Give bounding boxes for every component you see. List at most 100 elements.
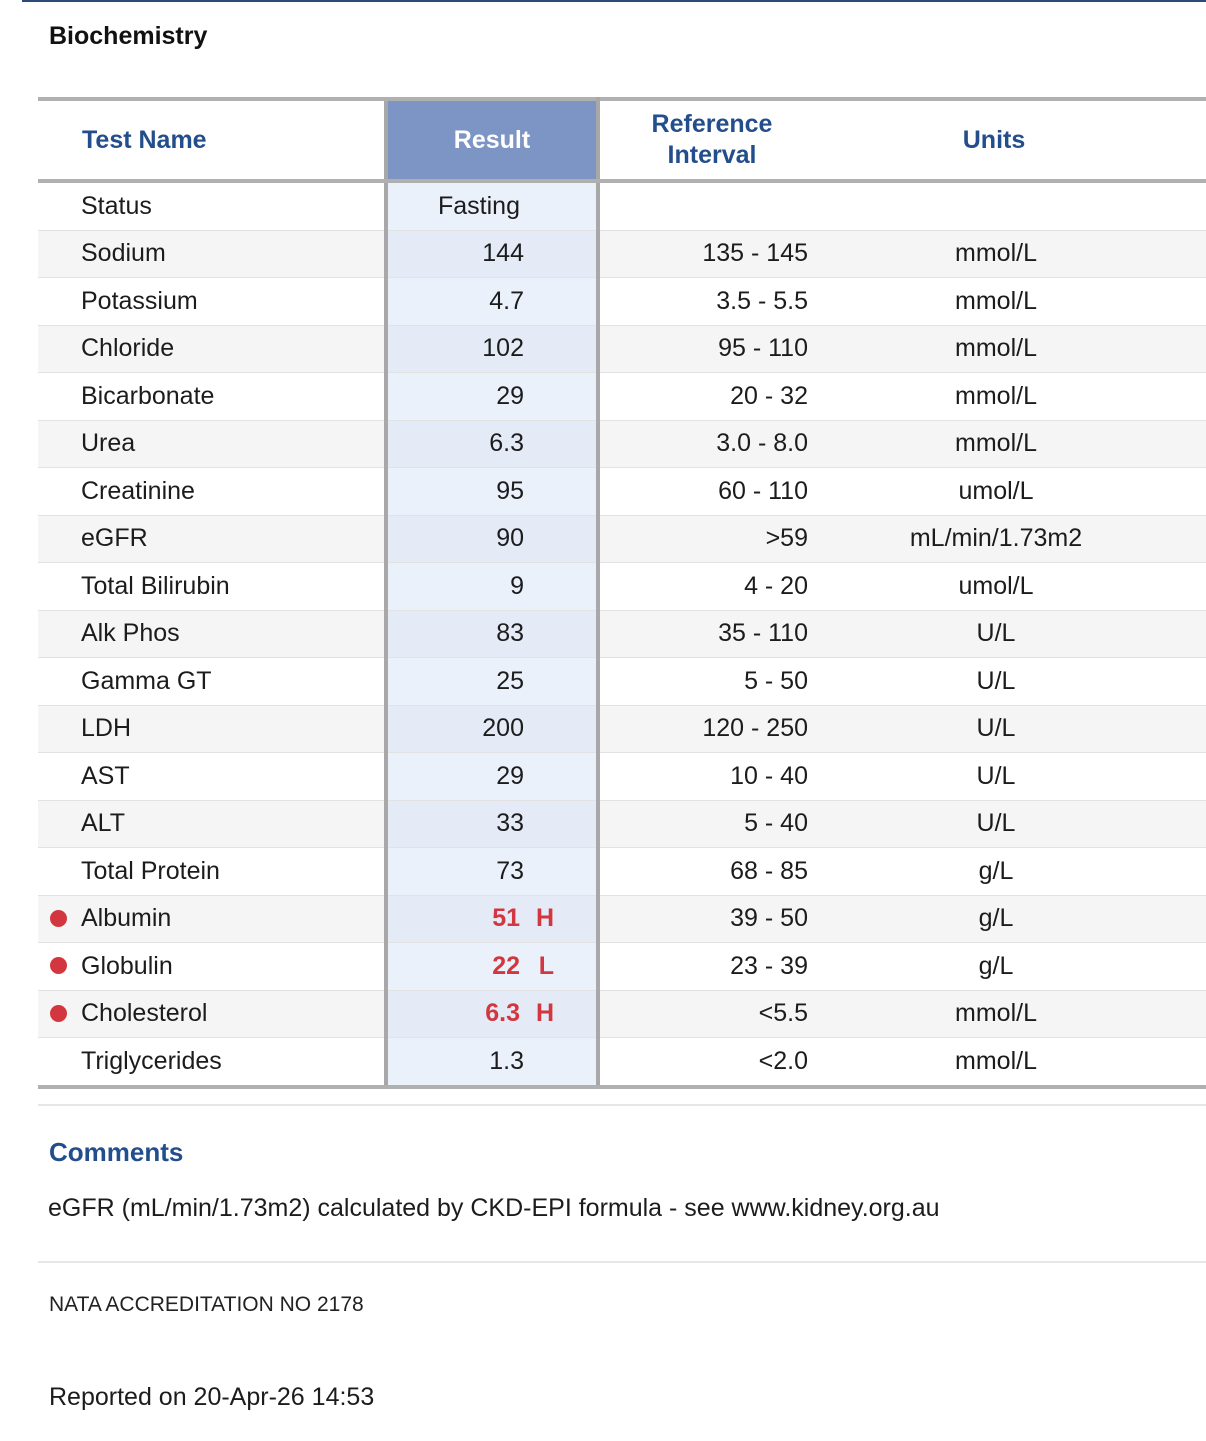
test-name-cell: ALT: [38, 800, 386, 848]
result-value: 6.3: [489, 429, 524, 458]
red-dot-icon: [50, 957, 67, 975]
test-name: Sodium: [81, 239, 166, 268]
units-cell: U/L: [850, 610, 1206, 658]
table-row: Globulin 22 L 23 - 39 g/L: [38, 942, 1206, 991]
reference-interval-cell: 4 - 20: [598, 562, 850, 611]
result-cell: Fasting: [384, 181, 600, 231]
result-value: 73: [496, 856, 524, 885]
table-row: Potassium 4.7 3.5 - 5.5 mmol/L: [38, 277, 1206, 326]
table-row: LDH 200 120 - 250 U/L: [38, 705, 1206, 753]
table-header-row: Test Name Result Reference Interval Unit…: [38, 97, 1206, 183]
test-name: Albumin: [81, 904, 172, 933]
result-cell: 83: [384, 610, 600, 658]
test-name-cell: Gamma GT: [38, 657, 386, 706]
units-cell: g/L: [850, 847, 1206, 896]
table-row: Status Fasting: [38, 181, 1206, 231]
units-cell: U/L: [850, 800, 1206, 848]
test-name: Chloride: [81, 334, 175, 363]
reference-interval-cell: 23 - 39: [598, 942, 850, 991]
table-row: Albumin 51 H 39 - 50 g/L: [38, 895, 1206, 943]
reference-interval-cell: <2.0: [598, 1037, 850, 1089]
result-cell: 1.3: [384, 1037, 600, 1089]
units-cell: [850, 181, 1206, 231]
units-cell: U/L: [850, 705, 1206, 753]
section-title: Biochemistry: [49, 22, 208, 50]
units-cell: mmol/L: [850, 230, 1206, 278]
result-cell: 73: [384, 847, 600, 896]
test-name-cell: Albumin: [38, 895, 386, 943]
reference-interval-cell: 20 - 32: [598, 372, 850, 421]
test-name: eGFR: [81, 524, 148, 553]
result-value: 102: [482, 334, 524, 363]
result-value: 51: [492, 904, 520, 933]
result-cell: 6.3: [384, 420, 600, 468]
units-cell: U/L: [850, 752, 1206, 801]
test-name-cell: Bicarbonate: [38, 372, 386, 421]
units-cell: mmol/L: [850, 1037, 1206, 1089]
test-name-cell: Status: [38, 181, 386, 231]
reference-interval-cell: <5.5: [598, 990, 850, 1038]
reference-interval-cell: 120 - 250: [598, 705, 850, 753]
test-name-cell: Sodium: [38, 230, 386, 278]
result-cell: 29: [384, 372, 600, 421]
result-value: 29: [496, 381, 524, 410]
result-value: 200: [482, 714, 524, 743]
result-value: 1.3: [489, 1046, 524, 1075]
table-row: Creatinine 95 60 - 110 umol/L: [38, 467, 1206, 516]
result-cell: 144: [384, 230, 600, 278]
reference-interval-cell: >59: [598, 515, 850, 563]
result-cell: 33: [384, 800, 600, 848]
table-row: Chloride 102 95 - 110 mmol/L: [38, 325, 1206, 373]
reference-interval-cell: 39 - 50: [598, 895, 850, 943]
table-row: ALT 33 5 - 40 U/L: [38, 800, 1206, 848]
divider: [38, 1261, 1206, 1263]
table-row: AST 29 10 - 40 U/L: [38, 752, 1206, 801]
units-cell: U/L: [850, 657, 1206, 706]
table-row: Sodium 144 135 - 145 mmol/L: [38, 230, 1206, 278]
result-value: 29: [496, 761, 524, 790]
reference-interval-cell: 5 - 50: [598, 657, 850, 706]
comments-title: Comments: [49, 1137, 184, 1167]
reference-interval-cell: 3.0 - 8.0: [598, 420, 850, 468]
units-cell: mmol/L: [850, 277, 1206, 326]
result-cell: 25: [384, 657, 600, 706]
test-name: Total Protein: [81, 856, 220, 885]
result-value: 144: [482, 239, 524, 268]
result-cell: 29: [384, 752, 600, 801]
test-name: Potassium: [81, 286, 198, 315]
test-name-cell: Alk Phos: [38, 610, 386, 658]
units-cell: mL/min/1.73m2: [850, 515, 1206, 563]
test-name: Urea: [81, 429, 136, 458]
header-reference-line2: Interval: [667, 141, 757, 169]
table-row: Triglycerides 1.3 <2.0 mmol/L: [38, 1037, 1206, 1089]
reference-interval-cell: [598, 181, 850, 231]
test-name-cell: Potassium: [38, 277, 386, 326]
test-name: Alk Phos: [81, 619, 180, 648]
header-test-name: Test Name: [38, 97, 386, 183]
table-row: Gamma GT 25 5 - 50 U/L: [38, 657, 1206, 706]
test-name-cell: LDH: [38, 705, 386, 753]
result-cell: 200: [384, 705, 600, 753]
result-cell: 51 H: [384, 895, 600, 943]
test-name: Gamma GT: [81, 666, 212, 695]
abnormal-flag: H: [535, 999, 554, 1028]
result-cell: 22 L: [384, 942, 600, 991]
table-row: Total Bilirubin 9 4 - 20 umol/L: [38, 562, 1206, 611]
reported-timestamp: Reported on 20-Apr-26 14:53: [49, 1383, 375, 1411]
result-value: Fasting: [438, 191, 520, 220]
units-cell: mmol/L: [850, 325, 1206, 373]
units-cell: umol/L: [850, 467, 1206, 516]
test-name: Bicarbonate: [81, 381, 215, 410]
test-name-cell: Creatinine: [38, 467, 386, 516]
header-result: Result: [384, 97, 600, 183]
result-cell: 95: [384, 467, 600, 516]
table-row: Urea 6.3 3.0 - 8.0 mmol/L: [38, 420, 1206, 468]
test-name: LDH: [81, 714, 132, 743]
header-units: Units: [850, 97, 1206, 183]
units-cell: mmol/L: [850, 990, 1206, 1038]
reference-interval-cell: 135 - 145: [598, 230, 850, 278]
result-value: 25: [496, 666, 524, 695]
table-row: Alk Phos 83 35 - 110 U/L: [38, 610, 1206, 658]
test-name: Triglycerides: [81, 1046, 222, 1075]
test-name: Creatinine: [81, 476, 195, 505]
